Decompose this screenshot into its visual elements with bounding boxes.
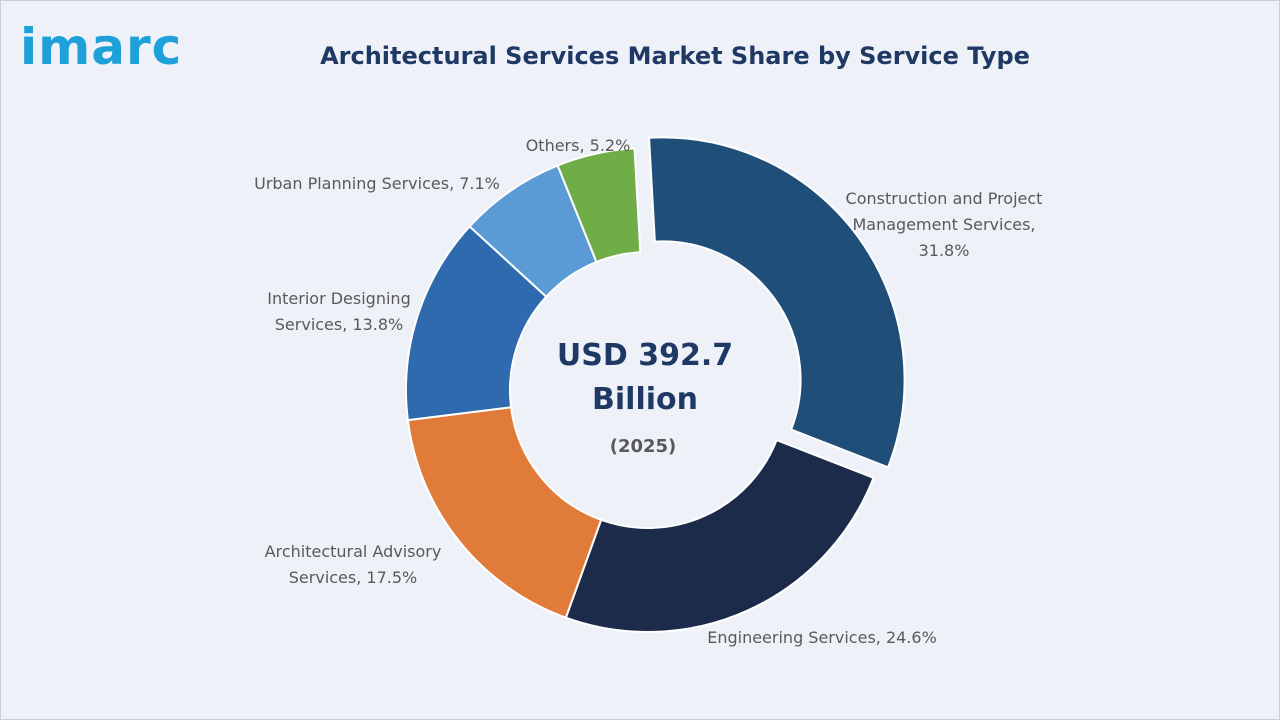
slice-label-line: Urban Planning Services, 7.1% — [254, 174, 500, 193]
slice-label-line: Construction and Project — [846, 189, 1043, 208]
chart-title: Architectural Services Market Share by S… — [320, 42, 1030, 70]
slice-label-0: Construction and Project Management Servi… — [846, 189, 1043, 260]
center-year: (2025) — [610, 436, 677, 457]
slice-label-line: Others, 5.2% — [526, 136, 631, 155]
center-value-line1: USD 392.7 — [557, 338, 733, 373]
slice-0 — [648, 136, 906, 469]
slice-label-line: Services, 13.8% — [275, 315, 403, 334]
logo-text: imarc — [20, 18, 183, 76]
labels-group: Construction and Project Management Servi… — [254, 136, 1042, 647]
slice-label-2: Architectural Advisory Services, 17.5% — [265, 542, 442, 587]
slice-label-5: Others, 5.2% — [526, 136, 631, 155]
slice-label-line: Management Services, — [852, 215, 1035, 234]
center-text: USD 392.7 Billion (2025) — [557, 338, 733, 457]
slices-group — [405, 136, 906, 633]
slice-label-line: 31.8% — [919, 241, 970, 260]
slice-5 — [556, 147, 642, 264]
slice-label-line: Engineering Services, 24.6% — [707, 628, 937, 647]
center-value-line2: Billion — [592, 382, 698, 417]
slice-label-4: Urban Planning Services, 7.1% — [254, 174, 500, 193]
slice-2 — [406, 406, 603, 619]
slice-label-1: Engineering Services, 24.6% — [707, 628, 937, 647]
slice-label-line: Services, 17.5% — [289, 568, 417, 587]
slice-label-line: Interior Designing — [267, 289, 410, 308]
slice-label-line: Architectural Advisory — [265, 542, 442, 561]
imarc-logo: imarc — [20, 22, 182, 72]
slice-label-3: Interior Designing Services, 13.8% — [267, 289, 410, 334]
slice-1 — [564, 438, 875, 633]
